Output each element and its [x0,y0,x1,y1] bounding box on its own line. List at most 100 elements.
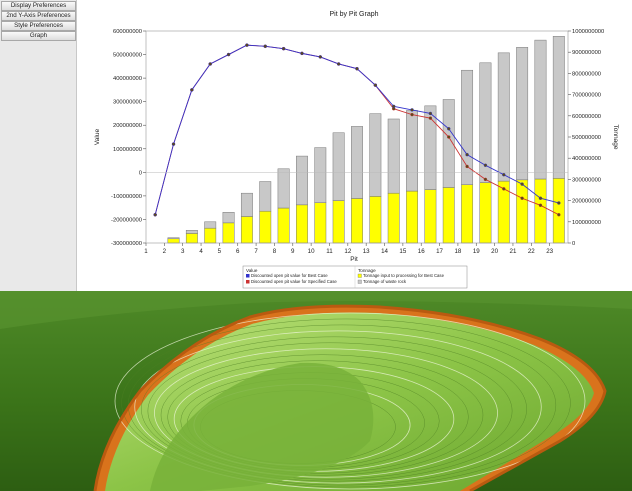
x-tick-label: 12 [344,248,351,255]
x-tick-label: 1 [144,248,148,255]
display-preferences-button[interactable]: Display Preferences [1,1,76,11]
bar-processing [442,187,455,244]
value-point [300,51,304,56]
x-tick-label: 23 [546,248,553,255]
bar-waste [296,155,308,206]
y2-tick-label: 700000000 [572,93,601,99]
bar-processing [240,216,253,244]
y2-tick-label: 900000000 [572,50,601,56]
value-point [520,182,524,186]
bench-line [127,324,557,486]
bar-processing [296,204,308,244]
bar-processing [424,189,437,244]
x-tick-label: 5 [218,248,222,255]
bar-waste [332,132,345,201]
bar-processing [167,238,180,244]
y-tick-label: -100000000 [111,194,142,200]
y-tick-label: -200000000 [111,217,142,223]
value-point [465,152,469,157]
bar-processing [351,198,363,244]
x-tick-label: 21 [510,248,517,255]
x-tick-label: 22 [528,248,535,255]
value-point [483,163,488,167]
value-point [410,112,414,117]
value-point [410,108,414,112]
pit-rim-edge [93,304,607,491]
pit-floor [150,362,374,491]
graph-button[interactable]: Graph [1,31,76,41]
value-point [538,203,543,208]
bar-processing [277,207,290,244]
legend-tonnage-heading: Tonnage [358,268,376,273]
legend-item: Discounted open pit value for Specified … [251,279,337,284]
bar-waste [497,52,510,182]
style-preferences-button[interactable]: Style Preferences [1,21,76,31]
y-tick-label: 300000000 [113,100,142,106]
value-point [520,196,524,200]
bar-processing [222,222,235,244]
bar-processing [204,227,217,244]
x-tick-label: 9 [291,248,295,255]
legend-swatch [246,274,250,278]
bar-processing [479,182,492,244]
bench-line [160,354,484,476]
bar-waste [552,36,565,179]
value-point [557,201,561,205]
bar-processing [461,184,474,244]
bar-processing [387,192,400,244]
value-point [447,127,451,131]
y2-tick-label: 300000000 [572,177,601,183]
pit-by-pit-chart: Pit by Pit Graph -300000000 -200000000 -10… [94,11,619,289]
x-axis-label: Pit [350,256,358,263]
y2-axis-label: Tonnage [612,125,619,150]
bar-processing [516,179,529,244]
value-point [538,196,543,200]
bar-processing [259,210,272,244]
value-point [428,116,433,120]
y-tick-label: 600000000 [113,29,142,35]
x-tick-label: 4 [199,248,203,255]
bar-waste [369,113,382,197]
chart-panel: Pit by Pit Graph -300000000 -200000000 -10… [77,0,632,291]
bar-waste [406,110,418,192]
bar-processing [185,233,198,244]
terrain-highlight [0,291,632,329]
x-tick-label: 6 [236,248,240,255]
value-point [557,213,561,217]
chart-title: Pit by Pit Graph [329,11,378,18]
y2-tick-label: 800000000 [572,71,601,77]
bench-line [154,348,498,478]
y-tick-label: 0 [139,170,142,176]
bar-waste [167,237,180,240]
legend-item: Discounted open pit value for Best Case [251,273,328,278]
bar-waste [461,69,474,185]
y2-tick-label: 1000000000 [572,29,604,35]
bar-waste [204,221,217,229]
value-point [483,177,488,182]
x-tick-label: 18 [454,248,461,255]
bar-waste [442,99,455,188]
value-point [263,44,267,49]
x-tick-label: 17 [436,248,443,255]
y2-tick-label: 100000000 [572,220,601,226]
value-point [336,62,341,66]
legend-swatch [246,280,250,284]
x-tick-label: 8 [273,248,277,255]
bar-waste [240,192,253,217]
sidebar-panel: Display Preferences 2nd Y-Axis Preferenc… [0,0,77,291]
x-tick-label: 10 [308,248,315,255]
bar-waste [424,105,437,190]
legend-item: Tonnage of waste rock [363,279,407,284]
y-tick-label: 100000000 [113,147,142,153]
y-tick-label: 500000000 [113,53,142,59]
value-point [465,164,469,169]
y2-axis-preferences-button[interactable]: 2nd Y-Axis Preferences [1,11,76,21]
pit-3d-view [0,291,632,491]
x-tick-label: 13 [363,248,370,255]
value-point [355,66,359,71]
bar-waste [534,39,547,180]
bar-processing [534,178,547,244]
bench-line [114,312,586,490]
value-point [428,111,433,116]
y2-tick-label: 0 [572,241,575,247]
